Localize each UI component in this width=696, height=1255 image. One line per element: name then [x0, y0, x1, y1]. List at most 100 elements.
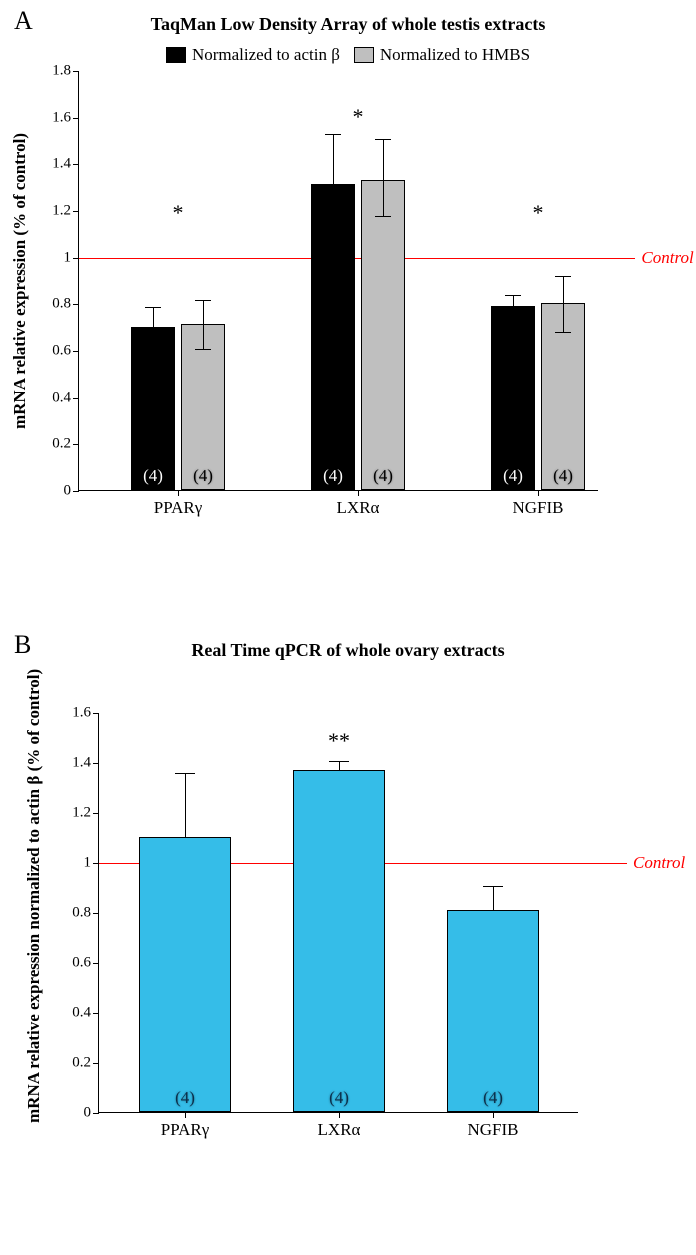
control-label: Control — [641, 248, 693, 268]
y-tick — [73, 71, 79, 72]
bar — [139, 837, 231, 1112]
control-label: Control — [633, 853, 685, 873]
x-tick-label: PPARγ — [161, 1120, 209, 1140]
error-cap — [195, 349, 211, 350]
error-bar — [339, 761, 340, 771]
figure: A TaqMan Low Density Array of whole test… — [0, 0, 696, 1250]
y-tick — [73, 304, 79, 305]
y-tick-label: 1 — [39, 249, 71, 266]
panel-a-title: TaqMan Low Density Array of whole testis… — [0, 14, 696, 35]
error-cap — [175, 773, 195, 774]
y-tick — [93, 1013, 99, 1014]
y-tick — [73, 118, 79, 119]
error-bar — [383, 139, 384, 216]
legend-swatch-hmbs — [354, 47, 374, 63]
y-tick — [73, 398, 79, 399]
panel-b-letter: B — [14, 630, 31, 660]
n-label: (4) — [503, 466, 523, 486]
error-cap — [375, 139, 391, 140]
y-tick-label: 0.4 — [39, 389, 71, 406]
x-tick — [185, 1112, 186, 1118]
error-cap — [375, 216, 391, 217]
error-cap — [505, 295, 521, 296]
panel-a-plot: 00.20.40.60.811.21.41.61.8ControlPPARγ(4… — [78, 71, 598, 491]
panel-b-plot: 00.20.40.60.811.21.41.6ControlPPARγ(4)LX… — [98, 713, 578, 1113]
error-cap — [145, 307, 161, 308]
y-tick-label: 1.4 — [39, 156, 71, 173]
legend-item-actin: Normalized to actin β — [166, 45, 340, 65]
panel-a-letter: A — [14, 6, 33, 36]
y-tick-label: 0 — [39, 483, 71, 500]
x-tick — [339, 1112, 340, 1118]
panel-b: B Real Time qPCR of whole ovary extracts… — [0, 630, 696, 1250]
y-tick — [93, 1113, 99, 1114]
x-tick-label: NGFIB — [467, 1120, 518, 1140]
x-tick — [358, 490, 359, 496]
y-tick-label: 1 — [59, 855, 91, 872]
error-bar — [333, 134, 334, 185]
y-tick — [93, 913, 99, 914]
x-tick-label: LXRα — [337, 498, 380, 518]
n-label: (4) — [553, 466, 573, 486]
significance-marker: * — [173, 200, 184, 226]
significance-marker: * — [533, 200, 544, 226]
panel-b-ylabel: mRNA relative expression normalized to a… — [24, 703, 44, 1123]
n-label: (4) — [329, 1088, 349, 1108]
y-tick-label: 0.2 — [59, 1055, 91, 1072]
y-tick — [73, 164, 79, 165]
bar — [491, 306, 535, 490]
y-tick — [73, 211, 79, 212]
error-bar — [563, 276, 564, 332]
significance-marker: ** — [328, 728, 350, 754]
x-tick — [538, 490, 539, 496]
y-tick — [73, 351, 79, 352]
n-label: (4) — [175, 1088, 195, 1108]
n-label: (4) — [373, 466, 393, 486]
panel-a-chart: mRNA relative expression (% of control) … — [0, 71, 696, 491]
error-bar — [153, 307, 154, 328]
y-tick — [93, 1063, 99, 1064]
y-tick — [93, 813, 99, 814]
legend-label-hmbs: Normalized to HMBS — [380, 45, 530, 65]
error-cap — [329, 761, 349, 762]
y-tick-label: 0.2 — [39, 436, 71, 453]
y-tick — [93, 963, 99, 964]
x-tick-label: NGFIB — [512, 498, 563, 518]
error-cap — [555, 332, 571, 333]
y-tick — [73, 491, 79, 492]
bar — [293, 770, 385, 1113]
error-bar — [513, 295, 514, 307]
panel-a-ylabel: mRNA relative expression (% of control) — [10, 133, 30, 429]
y-tick-label: 0.4 — [59, 1005, 91, 1022]
y-tick — [93, 713, 99, 714]
x-tick-label: LXRα — [318, 1120, 361, 1140]
legend-item-hmbs: Normalized to HMBS — [354, 45, 530, 65]
y-tick-label: 1.8 — [39, 63, 71, 80]
y-tick — [73, 444, 79, 445]
y-tick-label: 0.6 — [59, 955, 91, 972]
error-bar — [185, 773, 186, 838]
panel-b-title: Real Time qPCR of whole ovary extracts — [0, 640, 696, 661]
panel-b-chart: mRNA relative expression normalized to a… — [0, 713, 696, 1113]
n-label: (4) — [193, 466, 213, 486]
bar — [361, 180, 405, 490]
y-tick-label: 1.2 — [59, 805, 91, 822]
error-cap — [555, 276, 571, 277]
y-tick-label: 0.6 — [39, 343, 71, 360]
x-tick — [178, 490, 179, 496]
y-tick-label: 0.8 — [39, 296, 71, 313]
error-cap — [195, 300, 211, 301]
y-tick-label: 1.6 — [39, 109, 71, 126]
panel-a: A TaqMan Low Density Array of whole test… — [0, 0, 696, 600]
n-label: (4) — [143, 466, 163, 486]
legend-label-actin: Normalized to actin β — [192, 45, 340, 65]
y-tick-label: 1.4 — [59, 755, 91, 772]
n-label: (4) — [323, 466, 343, 486]
significance-marker: * — [353, 104, 364, 130]
n-label: (4) — [483, 1088, 503, 1108]
bar — [447, 910, 539, 1113]
error-bar — [493, 886, 494, 911]
panel-a-legend: Normalized to actin β Normalized to HMBS — [0, 45, 696, 65]
error-cap — [483, 886, 503, 887]
y-tick — [93, 763, 99, 764]
